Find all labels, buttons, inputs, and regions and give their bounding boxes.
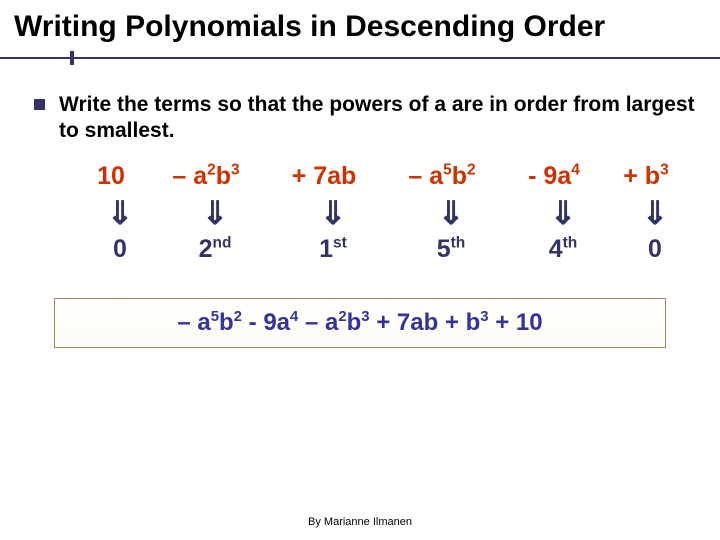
term-6: + b3: [607, 162, 685, 191]
order-6: 0: [616, 235, 694, 264]
rule-tick: [70, 51, 74, 65]
down-arrow-icon: ⇓: [616, 197, 694, 229]
down-arrow-icon: ⇓: [156, 197, 274, 229]
slide: Writing Polynomials in Descending Order …: [0, 0, 720, 540]
term-1: 10: [75, 162, 147, 191]
term-5: - 9a4: [501, 162, 607, 191]
order-1: 0: [84, 235, 156, 264]
bullet-item: Write the terms so that the powers of a …: [14, 92, 706, 145]
down-arrow-icon: ⇓: [84, 197, 156, 229]
order-2: 2nd: [156, 235, 274, 264]
title-rule: [14, 54, 706, 72]
answer-box: – a5b2 - 9a4 – a2b3 + 7ab + b3 + 10: [54, 298, 666, 348]
down-arrow-icon: ⇓: [274, 197, 392, 229]
term-2: – a2b3: [147, 162, 265, 191]
order-5: 4th: [510, 235, 616, 264]
term-3: + 7ab: [265, 162, 383, 191]
term-4: – a5b2: [383, 162, 501, 191]
down-arrow-icon: ⇓: [392, 197, 510, 229]
rule-line: [0, 57, 720, 59]
answer-expression: – a5b2 - 9a4 – a2b3 + 7ab + b3 + 10: [177, 309, 542, 336]
order-4: 5th: [392, 235, 510, 264]
order-3: 1st: [274, 235, 392, 264]
slide-title: Writing Polynomials in Descending Order: [14, 8, 706, 46]
footer-credit: By Marianne Ilmanen: [0, 516, 720, 528]
down-arrow-icon: ⇓: [510, 197, 616, 229]
bullet-text: Write the terms so that the powers of a …: [59, 92, 698, 145]
order-row: 0 2nd 1st 5th 4th 0: [14, 231, 706, 264]
bullet-square-icon: [34, 99, 45, 110]
arrows-row: ⇓ ⇓ ⇓ ⇓ ⇓ ⇓: [14, 191, 706, 231]
polynomial-expression: 10 – a2b3 + 7ab – a5b2 - 9a4 + b3: [14, 162, 706, 191]
